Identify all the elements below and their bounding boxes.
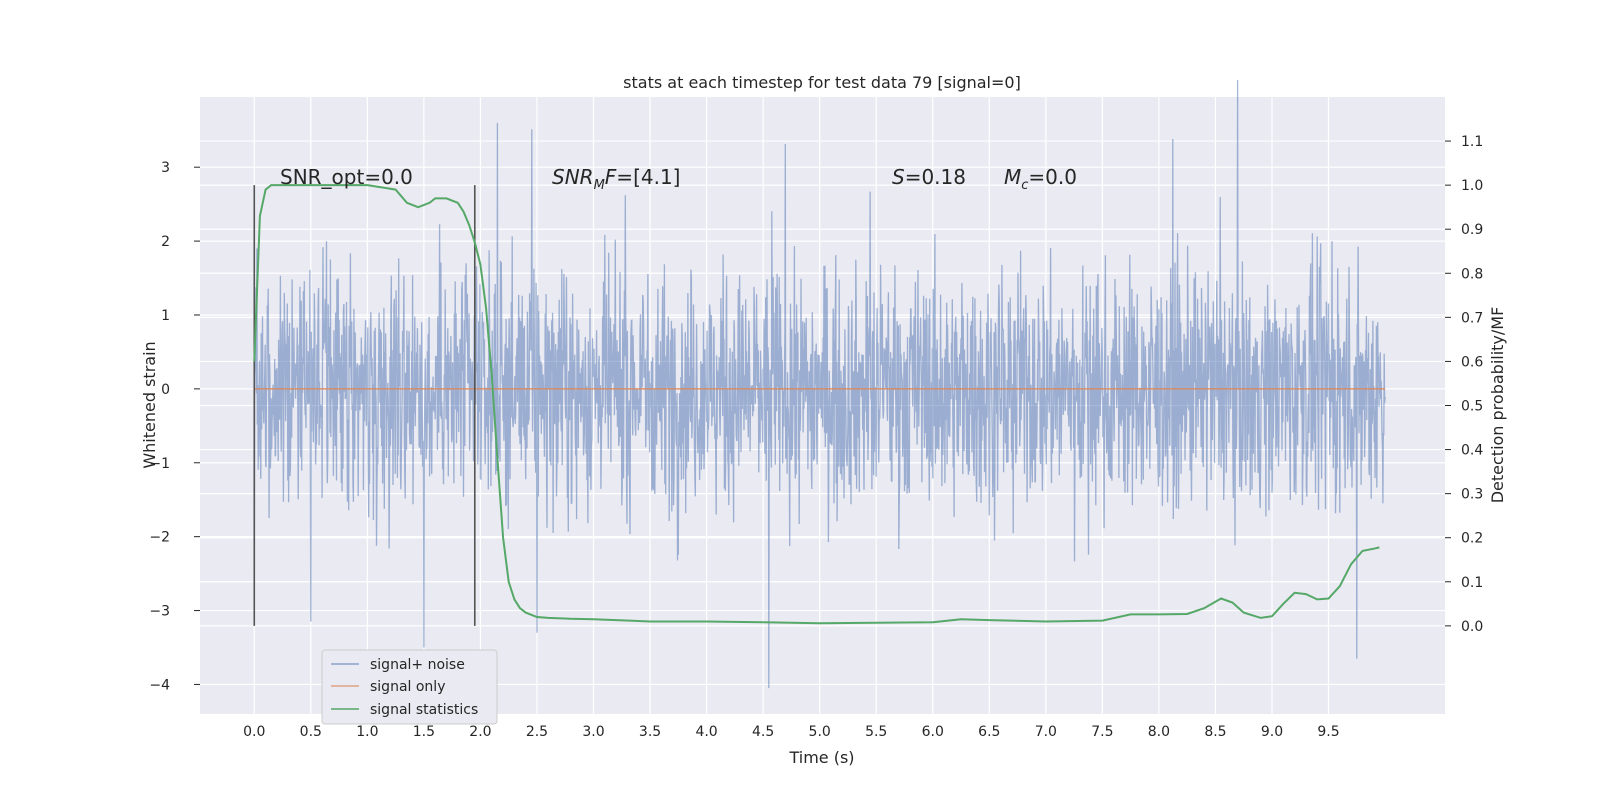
y2-tick-label: 0.2 (1461, 531, 1483, 547)
y2-tick-label: 1.1 (1461, 134, 1483, 150)
legend-label-signal-noise: signal+ noise (370, 657, 465, 673)
legend-label-signal-statistics: signal statistics (370, 702, 478, 718)
y-tick-label: 1 (161, 308, 170, 324)
y-axis-label: Whitened strain (140, 341, 159, 468)
annotation-s: S=0.18 (892, 165, 966, 189)
y2-tick-label: 0.0 (1461, 619, 1483, 635)
x-tick-label: 1.0 (356, 724, 378, 740)
y2-tick-label: 0.1 (1461, 575, 1483, 591)
chart-title: stats at each timestep for test data 79 … (623, 73, 1021, 92)
y2-axis-label: Detection probability/MF (1488, 307, 1507, 504)
y-tick-label: −2 (149, 530, 170, 546)
x-tick-label: 4.0 (695, 724, 717, 740)
x-tick-label: 7.5 (1091, 724, 1113, 740)
y-tick-labels: 3 2 1 0 −1 −2 −3 −4 (149, 160, 200, 693)
x-tick-label: 8.0 (1148, 724, 1170, 740)
statistics-line (253, 184, 1380, 625)
y2-tick-label: 0.8 (1461, 266, 1483, 282)
y-tick-label: 3 (161, 160, 170, 176)
x-tick-label: 0.5 (300, 724, 322, 740)
y2-tick-label: 0.6 (1461, 354, 1483, 370)
x-tick-label: 7.0 (1035, 724, 1057, 740)
x-tick-label: 4.5 (752, 724, 774, 740)
annotation-mc: Mc=0.0 (1004, 165, 1077, 193)
x-tick-label: 6.0 (922, 724, 944, 740)
x-tick-label: 9.0 (1261, 724, 1283, 740)
x-tick-label: 5.0 (809, 724, 831, 740)
x-axis-label: Time (s) (788, 748, 854, 767)
x-tick-label: 2.0 (469, 724, 491, 740)
x-tick-label: 1.5 (413, 724, 435, 740)
y2-tick-label: 0.4 (1461, 443, 1483, 459)
x-tick-label: 8.5 (1204, 724, 1226, 740)
statistics-series (253, 184, 1380, 625)
y2-tick-label: 0.5 (1461, 399, 1483, 415)
y2-tick-labels: 1.1 1.0 0.9 0.8 0.7 0.6 0.5 0.4 0.3 0.2 0.1 0.0 (1445, 134, 1483, 635)
annotation-snr-mf: SNRMF=[4.1] (552, 165, 680, 193)
x-tick-label: 2.5 (526, 724, 548, 740)
x-tick-label: 0.0 (243, 724, 265, 740)
y-tick-label: −3 (149, 604, 170, 620)
legend-box (321, 649, 498, 725)
legend: signal+ noise signal only signal statist… (321, 649, 498, 725)
x-tick-labels: 0.0 0.5 1.0 1.5 2.0 2.5 3.0 3.5 4.0 4.5 5.0 5.5 6.0 6… (243, 724, 1340, 740)
y2-tick-label: 0.9 (1461, 222, 1483, 238)
x-tick-label: 6.5 (978, 724, 1000, 740)
y-tick-label: −1 (149, 456, 170, 472)
y-tick-label: 2 (161, 234, 170, 250)
x-tick-label: 3.5 (639, 724, 661, 740)
y-tick-label: 0 (161, 382, 170, 398)
x-tick-label: 9.5 (1317, 724, 1339, 740)
y2-tick-label: 1.0 (1461, 178, 1483, 194)
legend-label-signal-only: signal only (370, 679, 445, 695)
vertical-markers (253, 185, 476, 626)
y2-tick-label: 0.7 (1461, 310, 1483, 326)
x-tick-label: 3.0 (582, 724, 604, 740)
y-tick-label: −4 (149, 677, 170, 693)
x-tick-label: 5.5 (865, 724, 887, 740)
y2-tick-label: 0.3 (1461, 487, 1483, 503)
annotation-snr-opt: SNR_opt=0.0 (280, 165, 413, 189)
